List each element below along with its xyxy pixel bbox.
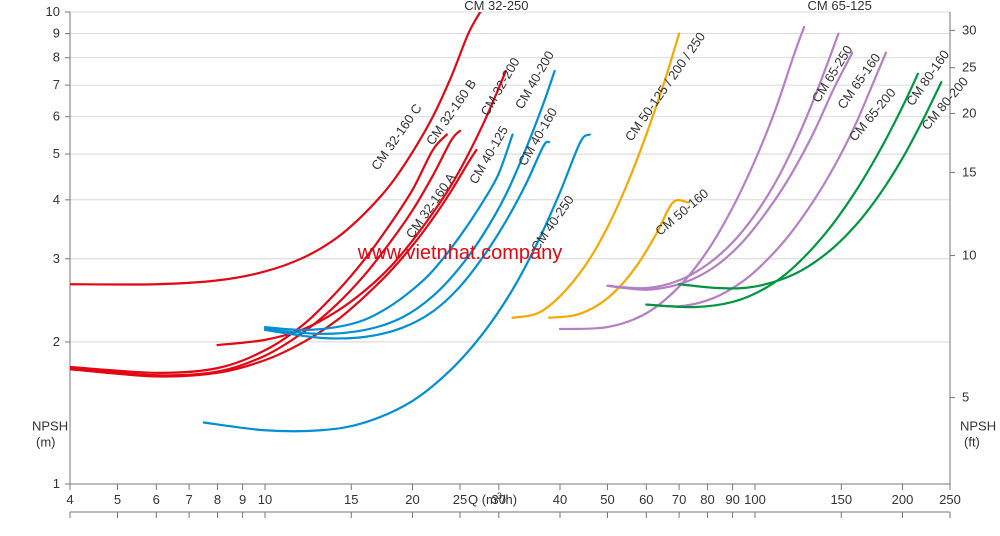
y-right-tick: 25 <box>962 60 976 75</box>
x-tick: 8 <box>214 492 221 507</box>
y-right-label: NPSH <box>960 418 996 433</box>
watermark: www.vietnhat.company <box>357 242 563 264</box>
x-tick: 100 <box>744 492 766 507</box>
y-left-tick: 9 <box>53 26 60 41</box>
chart-svg: 4567891015202530405060708090100150200250… <box>0 0 1000 536</box>
y-right-tick: 30 <box>962 22 976 37</box>
y-left-tick: 3 <box>53 251 60 266</box>
y-right-unit: (ft) <box>964 434 980 449</box>
npsh-chart: 4567891015202530405060708090100150200250… <box>0 0 1000 536</box>
x-tick: 7 <box>185 492 192 507</box>
x-tick: 4 <box>66 492 73 507</box>
y-right-tick: 10 <box>962 248 976 263</box>
x-tick: 40 <box>553 492 567 507</box>
y-right-tick: 15 <box>962 164 976 179</box>
x-tick: 20 <box>405 492 419 507</box>
x-tick: 50 <box>600 492 614 507</box>
y-left-unit: (m) <box>36 434 56 449</box>
x-tick: 200 <box>892 492 914 507</box>
x-tick: 70 <box>672 492 686 507</box>
y-left-tick: 7 <box>53 77 60 92</box>
y-left-tick: 2 <box>53 334 60 349</box>
y-left-tick: 6 <box>53 109 60 124</box>
y-left-tick: 8 <box>53 50 60 65</box>
y-right-tick: 5 <box>962 390 969 405</box>
x-tick: 90 <box>725 492 739 507</box>
y-right-tick: 20 <box>962 105 976 120</box>
x-tick: 9 <box>239 492 246 507</box>
x-axis-label: Q (m3/h) <box>468 491 517 507</box>
x-tick: 25 <box>453 492 467 507</box>
x-tick: 80 <box>700 492 714 507</box>
y-left-tick: 5 <box>53 146 60 161</box>
y-left-label: NPSH <box>32 418 68 433</box>
x-tick: 10 <box>258 492 272 507</box>
label-cm-65-125: CM 65-125 <box>808 0 872 13</box>
label-cm-32-250: CM 32-250 <box>464 0 528 13</box>
x-tick: 150 <box>830 492 852 507</box>
y-left-tick: 1 <box>53 476 60 491</box>
y-left-tick: 10 <box>46 4 60 19</box>
x-tick: 250 <box>939 492 961 507</box>
x-tick: 6 <box>153 492 160 507</box>
y-left-tick: 4 <box>53 192 60 207</box>
x-tick: 15 <box>344 492 358 507</box>
x-tick: 60 <box>639 492 653 507</box>
x-tick: 5 <box>114 492 121 507</box>
